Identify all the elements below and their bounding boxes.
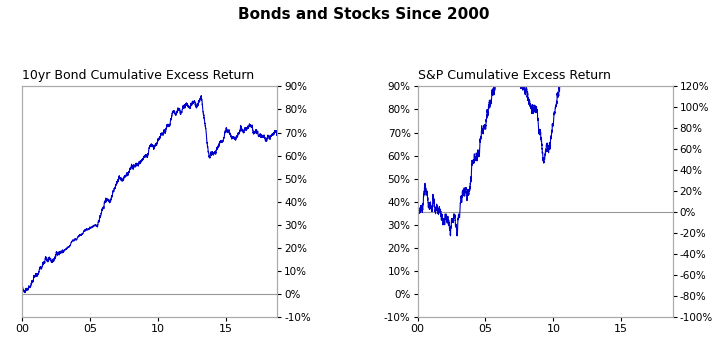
Text: S&P Cumulative Excess Return: S&P Cumulative Excess Return — [418, 69, 611, 82]
Text: Bonds and Stocks Since 2000: Bonds and Stocks Since 2000 — [238, 7, 490, 22]
Text: 10yr Bond Cumulative Excess Return: 10yr Bond Cumulative Excess Return — [22, 69, 254, 82]
